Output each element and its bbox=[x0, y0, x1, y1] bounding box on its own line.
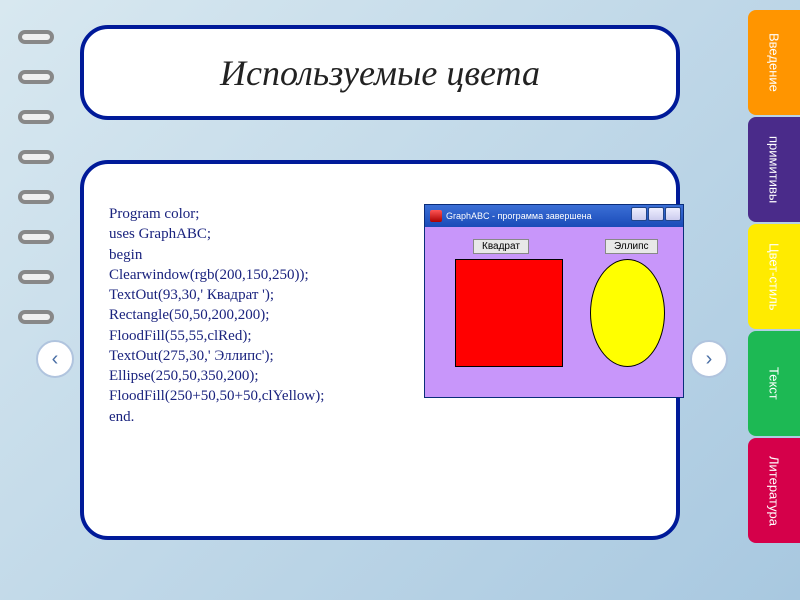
spiral-ring bbox=[18, 70, 54, 84]
window-title: GraphABC - программа завершена bbox=[446, 211, 592, 221]
spiral-ring bbox=[18, 230, 54, 244]
prev-button[interactable]: ‹ bbox=[36, 340, 74, 378]
spiral-binding bbox=[18, 30, 58, 324]
next-button[interactable]: › bbox=[690, 340, 728, 378]
spiral-ring bbox=[18, 190, 54, 204]
tab-0[interactable]: Введение bbox=[748, 10, 800, 115]
chevron-right-icon: › bbox=[706, 348, 713, 371]
content-box: Program color; uses GraphABC; begin Clea… bbox=[80, 160, 680, 540]
graphabc-canvas: Квадрат Эллипс bbox=[425, 227, 683, 397]
label-ellipse: Эллипс bbox=[605, 239, 658, 254]
shape-square bbox=[455, 259, 563, 367]
title-box: Используемые цвета bbox=[80, 25, 680, 120]
tab-3[interactable]: Текст bbox=[748, 331, 800, 436]
code-listing: Program color; uses GraphABC; begin Clea… bbox=[109, 204, 409, 511]
spiral-ring bbox=[18, 270, 54, 284]
page-title: Используемые цвета bbox=[220, 52, 540, 94]
window-controls bbox=[631, 207, 681, 221]
minimize-button[interactable] bbox=[631, 207, 647, 221]
chevron-left-icon: ‹ bbox=[52, 348, 59, 371]
close-button[interactable] bbox=[665, 207, 681, 221]
maximize-button[interactable] bbox=[648, 207, 664, 221]
shape-ellipse bbox=[590, 259, 665, 367]
spiral-ring bbox=[18, 110, 54, 124]
program-output: GraphABC - программа завершена Квадрат Э… bbox=[424, 204, 684, 511]
tab-4[interactable]: Литература bbox=[748, 438, 800, 543]
app-icon bbox=[430, 210, 442, 222]
tab-2[interactable]: Цвет-стиль bbox=[748, 224, 800, 329]
spiral-ring bbox=[18, 310, 54, 324]
tab-1[interactable]: примитивы bbox=[748, 117, 800, 222]
spiral-ring bbox=[18, 150, 54, 164]
side-tabs: ВведениепримитивыЦвет-стильТекстЛитерату… bbox=[748, 10, 800, 545]
label-square: Квадрат bbox=[473, 239, 529, 254]
spiral-ring bbox=[18, 30, 54, 44]
window-titlebar: GraphABC - программа завершена bbox=[425, 205, 683, 227]
graphabc-window: GraphABC - программа завершена Квадрат Э… bbox=[424, 204, 684, 398]
